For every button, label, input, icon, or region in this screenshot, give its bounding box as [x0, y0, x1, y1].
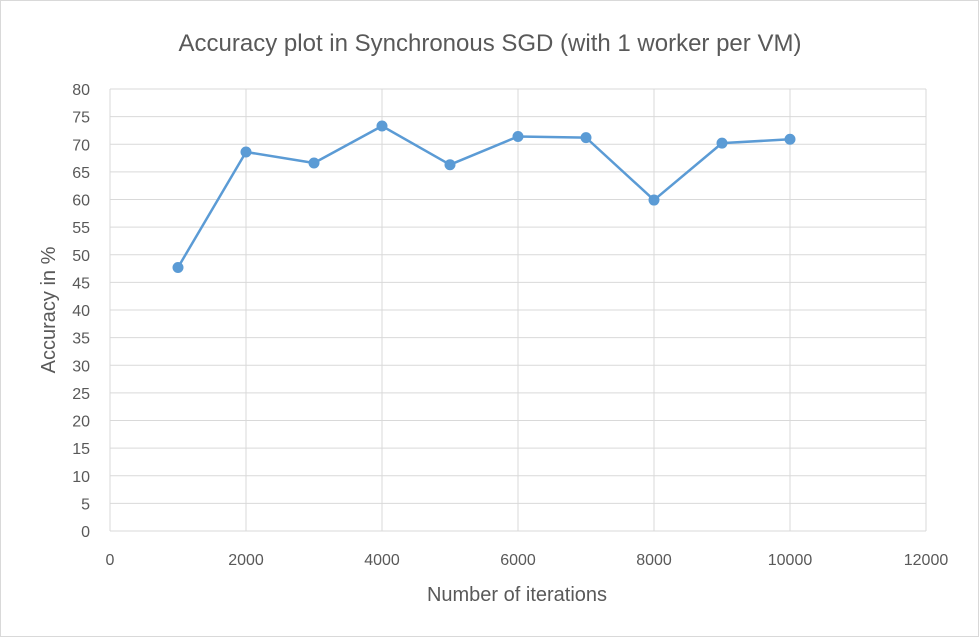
data-point	[716, 137, 728, 149]
y-axis-title: Accuracy in %	[38, 246, 60, 373]
y-tick-label: 45	[72, 275, 90, 292]
data-point	[648, 194, 660, 206]
y-tick-label: 70	[72, 137, 90, 154]
y-tick-label: 25	[72, 386, 90, 403]
series-line	[176, 124, 791, 269]
x-tick-label: 4000	[364, 552, 400, 569]
data-point	[580, 132, 592, 144]
x-tick-label: 0	[106, 552, 115, 569]
data-point	[172, 261, 184, 273]
y-tick-label: 75	[72, 110, 90, 127]
data-point	[444, 159, 456, 171]
x-tick-label: 2000	[228, 552, 264, 569]
y-tick-label: 15	[72, 441, 90, 458]
data-point	[240, 146, 252, 158]
y-tick-label: 65	[72, 165, 90, 182]
x-axis-title: Number of iterations	[427, 584, 607, 606]
x-tick-label: 10000	[768, 552, 813, 569]
y-tick-label: 40	[72, 303, 90, 320]
y-tick-label: 0	[81, 524, 90, 541]
y-tick-label: 35	[72, 331, 90, 348]
data-point	[308, 157, 320, 169]
y-tick-label: 50	[72, 248, 90, 265]
y-tick-label: 10	[72, 469, 90, 486]
series-group	[172, 120, 796, 273]
x-tick-label: 12000	[904, 552, 949, 569]
y-tick-label: 5	[81, 496, 90, 513]
gridlines	[109, 88, 927, 532]
x-tick-label: 6000	[500, 552, 536, 569]
y-tick-label: 20	[72, 414, 90, 431]
y-tick-label: 55	[72, 220, 90, 237]
data-point	[512, 131, 524, 143]
y-tick-label: 60	[72, 193, 90, 210]
y-tick-label: 80	[72, 82, 90, 99]
y-tick-label: 30	[72, 358, 90, 375]
data-point	[784, 133, 796, 145]
y-tick-labels: 0 5 10 15 20 25 30 35 40 45 50 55 60 65 70 75 80	[72, 82, 90, 541]
x-tick-labels: 0 2000 4000 6000 8000 10000 12000	[106, 552, 949, 569]
chart-title: Accuracy plot in Synchronous SGD (with 1…	[179, 30, 802, 57]
x-tick-label: 8000	[636, 552, 672, 569]
data-point	[376, 120, 388, 132]
